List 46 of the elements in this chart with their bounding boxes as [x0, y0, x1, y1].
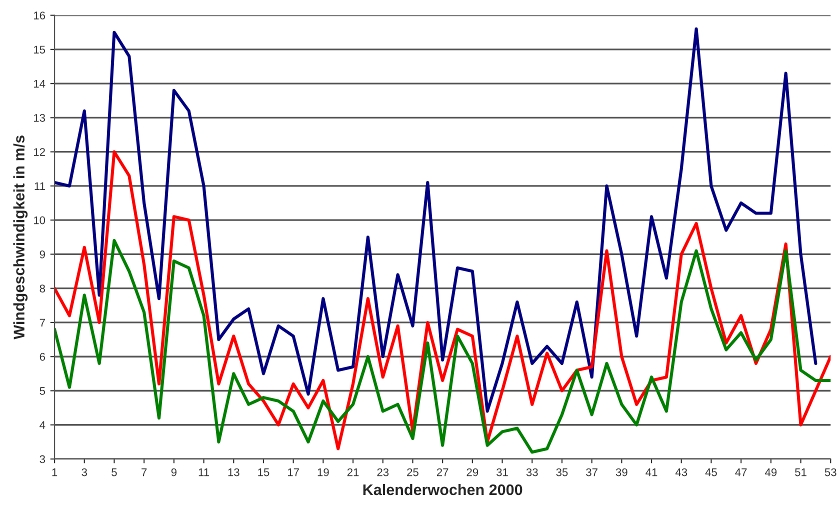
y-tick-label: 9	[40, 250, 45, 258]
y-tick-label: 12	[34, 148, 45, 156]
y-tick-label: 13	[34, 114, 46, 122]
x-tick-label: 43	[675, 468, 688, 476]
x-tick-label: 23	[377, 468, 389, 476]
x-tick-label: 39	[616, 468, 628, 476]
x-tick-label: 1	[52, 468, 58, 476]
y-tick-label: 10	[34, 216, 46, 224]
y-tick-label: 3	[40, 455, 46, 464]
x-tick-label: 33	[526, 468, 538, 476]
x-tick-label: 11	[198, 468, 210, 476]
y-tick-label: 6	[40, 352, 46, 361]
x-axis-title: Kalenderwochen 2000	[363, 484, 522, 496]
y-tick-label: 4	[40, 421, 46, 429]
x-tick-label: 47	[735, 468, 747, 476]
x-tick-label: 37	[586, 468, 598, 476]
y-tick-label: 16	[34, 12, 46, 20]
x-tick-label: 29	[466, 468, 478, 476]
y-tick-label: 8	[40, 284, 46, 292]
x-tick-label: 7	[142, 468, 147, 476]
x-tick-label: 19	[318, 468, 329, 476]
x-tick-label: 17	[288, 468, 299, 476]
line-series	[54, 150, 831, 450]
x-tick-label: 49	[764, 468, 777, 476]
line-series	[54, 239, 831, 454]
x-tick-label: 15	[258, 468, 270, 476]
x-tick-label: 45	[705, 468, 717, 476]
x-tick-label: 9	[171, 468, 176, 476]
y-tick-label: 11	[34, 182, 45, 190]
line-series	[54, 27, 818, 413]
x-tick-label: 27	[436, 468, 448, 476]
x-tick-label: 13	[228, 468, 240, 476]
y-tick-label: 5	[40, 387, 46, 395]
x-tick-label: 51	[795, 468, 806, 476]
y-tick-label: 15	[34, 46, 46, 54]
x-tick-label: 31	[496, 468, 508, 476]
x-tick-label: 3	[82, 468, 87, 476]
x-tick-label: 41	[646, 468, 658, 476]
y-tick-label: 14	[34, 80, 46, 88]
x-tick-label: 25	[407, 468, 418, 476]
x-tick-label: 53	[824, 468, 836, 476]
x-tick-label: 21	[347, 468, 359, 476]
x-tick-label: 35	[556, 468, 568, 476]
y-axis-title: Windgeschwindigkeit in m/s	[13, 136, 28, 340]
x-tick-label: 5	[112, 468, 117, 476]
y-tick-label: 7	[40, 318, 45, 327]
